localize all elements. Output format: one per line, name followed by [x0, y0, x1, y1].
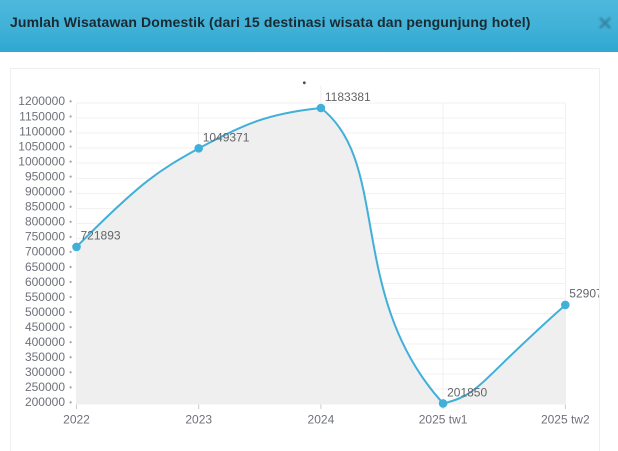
svg-text:2024: 2024: [308, 413, 335, 427]
svg-text:1183381: 1183381: [325, 90, 371, 104]
svg-text:400000: 400000: [25, 335, 65, 349]
svg-text:350000: 350000: [25, 350, 65, 364]
svg-text:1049371: 1049371: [203, 130, 250, 144]
svg-text:950000: 950000: [25, 169, 65, 183]
svg-text:650000: 650000: [25, 260, 65, 274]
svg-text:550000: 550000: [25, 290, 65, 304]
svg-text:2022: 2022: [63, 413, 90, 427]
svg-text:500000: 500000: [25, 305, 65, 319]
svg-text:201850: 201850: [447, 385, 487, 399]
svg-text:2025 tw2: 2025 tw2: [541, 413, 590, 427]
svg-text:1050000: 1050000: [18, 139, 65, 153]
svg-text:250000: 250000: [25, 380, 65, 394]
svg-text:850000: 850000: [25, 200, 65, 214]
svg-text:900000: 900000: [25, 185, 65, 199]
svg-text:700000: 700000: [25, 245, 65, 259]
svg-text:2025 tw1: 2025 tw1: [419, 413, 468, 427]
svg-text:800000: 800000: [25, 215, 65, 229]
svg-text:600000: 600000: [25, 275, 65, 289]
svg-text:721893: 721893: [81, 228, 121, 242]
svg-text:1200000: 1200000: [18, 94, 65, 108]
svg-text:529071: 529071: [569, 286, 609, 300]
svg-text:1150000: 1150000: [19, 109, 65, 123]
svg-text:750000: 750000: [25, 230, 65, 244]
svg-text:1000000: 1000000: [18, 154, 65, 168]
svg-text:200000: 200000: [25, 395, 65, 409]
svg-text:300000: 300000: [25, 365, 65, 379]
svg-text:450000: 450000: [25, 320, 65, 334]
svg-text:1100000: 1100000: [19, 124, 65, 138]
svg-text:2023: 2023: [185, 413, 212, 427]
